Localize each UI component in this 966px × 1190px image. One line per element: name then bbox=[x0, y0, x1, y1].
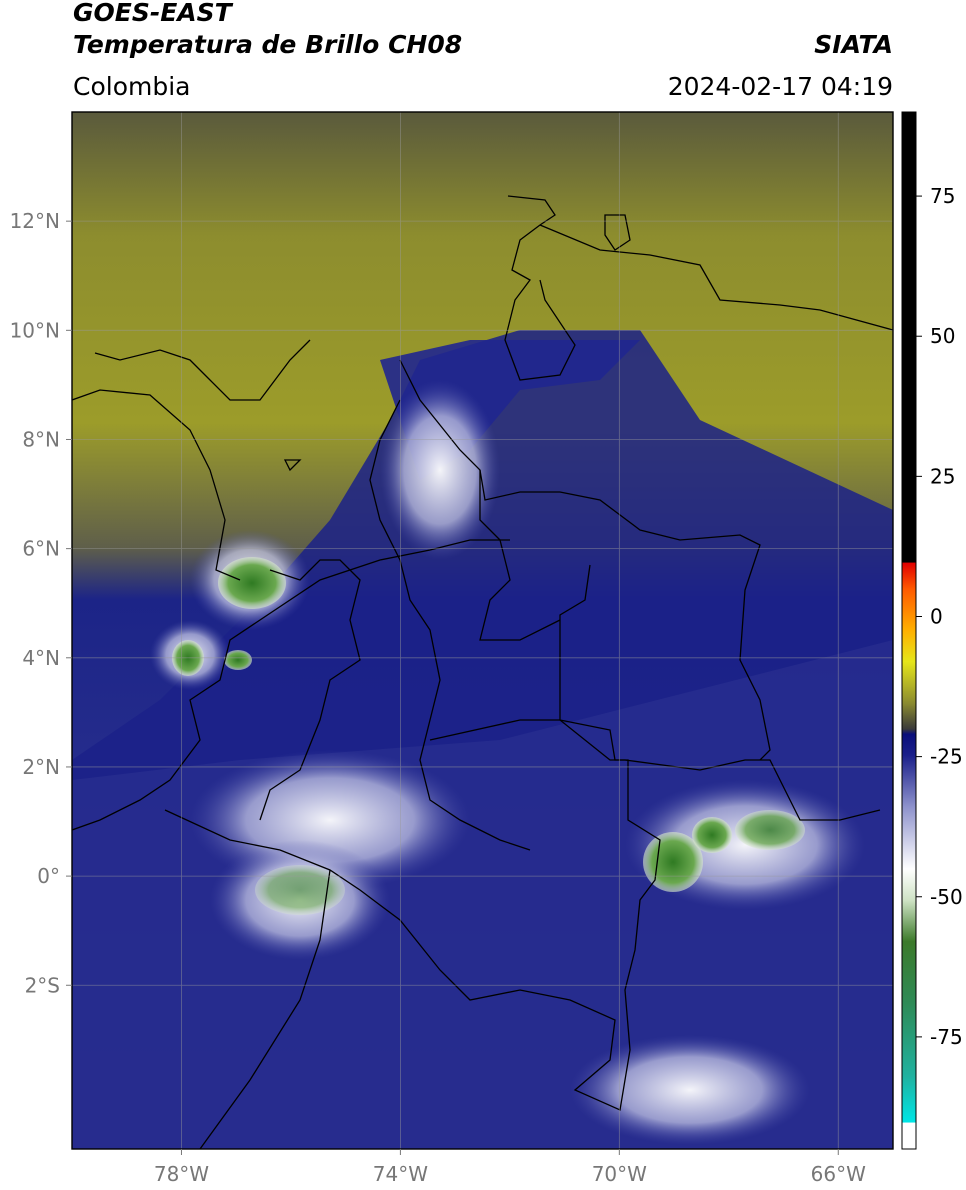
lat-tick-label: 2°N bbox=[22, 755, 60, 779]
colorbar-tick-label: -50 bbox=[930, 885, 963, 909]
colorbar-ticks: 75 50 25 0 -25 -50 -75 bbox=[916, 184, 963, 1049]
latitude-axis: 12°N 10°N 8°N 6°N 4°N 2°N 0° 2°S bbox=[10, 209, 72, 997]
lat-tick-label: 6°N bbox=[22, 537, 60, 561]
lat-tick-label: 4°N bbox=[22, 646, 60, 670]
agency-label: SIATA bbox=[814, 30, 893, 59]
lat-tick-label: 12°N bbox=[10, 209, 60, 233]
timestamp-label: 2024-02-17 04:19 bbox=[667, 72, 893, 101]
lon-tick-label: 66°W bbox=[811, 1162, 866, 1186]
brightness-temperature-field bbox=[72, 112, 893, 1149]
lat-tick-label: 8°N bbox=[22, 427, 60, 451]
longitude-axis: 78°W 74°W 70°W 66°W bbox=[154, 1149, 866, 1186]
colorbar-tick-label: -25 bbox=[930, 745, 963, 769]
colorbar-tick-label: 0 bbox=[930, 604, 943, 628]
lon-tick-label: 70°W bbox=[592, 1162, 647, 1186]
lon-tick-label: 78°W bbox=[154, 1162, 209, 1186]
lat-tick-label: 2°S bbox=[25, 973, 60, 997]
colorbar-tick-label: 50 bbox=[930, 324, 955, 348]
region-label: Colombia bbox=[73, 72, 191, 101]
colorbar-tick-label: 75 bbox=[930, 184, 955, 208]
lat-tick-label: 10°N bbox=[10, 318, 60, 342]
graticule bbox=[72, 112, 893, 1149]
country-borders bbox=[72, 195, 893, 1149]
colorbar-frame bbox=[901, 111, 917, 1150]
lat-tick-label: 0° bbox=[37, 864, 60, 888]
map-frame bbox=[71, 111, 894, 1150]
colorbar-tick-label: 25 bbox=[930, 464, 955, 488]
satellite-title: GOES-EAST bbox=[73, 0, 232, 27]
colorbar-tick-label: -75 bbox=[930, 1025, 963, 1049]
product-title: Temperatura de Brillo CH08 bbox=[73, 30, 463, 59]
lon-tick-label: 74°W bbox=[373, 1162, 428, 1186]
colorbar bbox=[902, 112, 916, 1149]
